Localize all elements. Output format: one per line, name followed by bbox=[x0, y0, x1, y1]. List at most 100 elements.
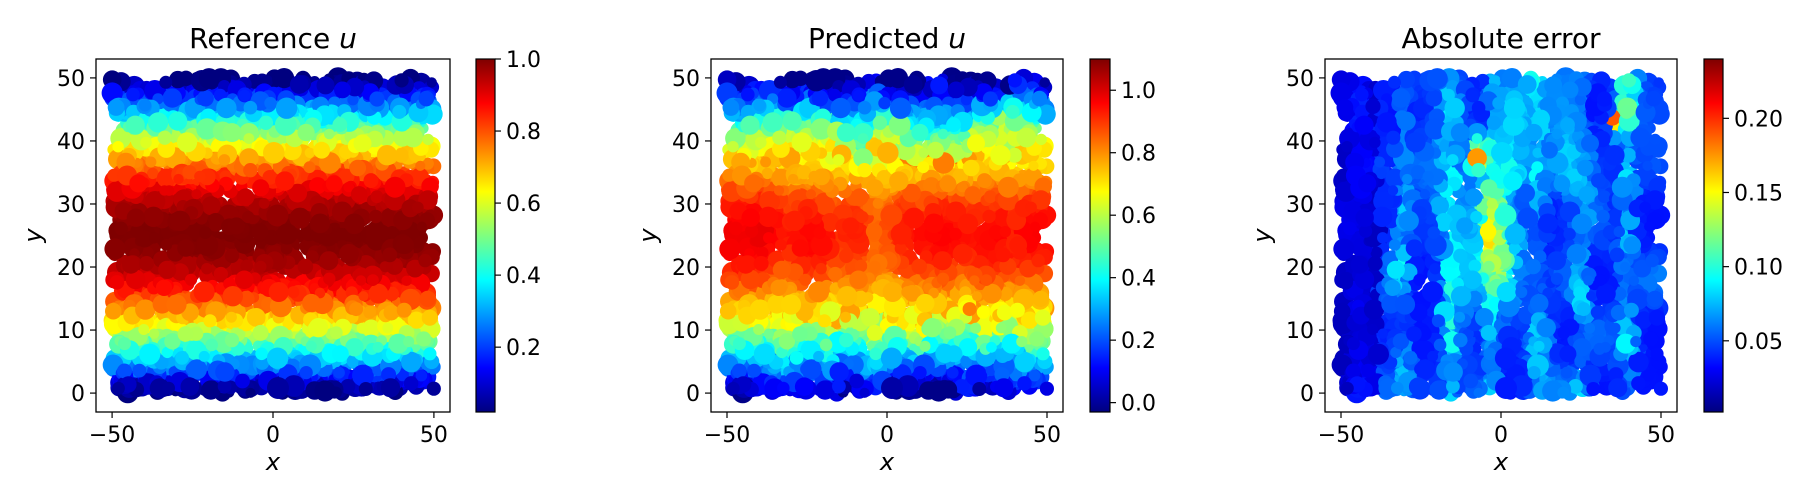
scatter-point bbox=[732, 337, 746, 351]
scatter-point bbox=[1007, 147, 1023, 163]
scatter-point bbox=[355, 275, 367, 286]
scatter-point bbox=[199, 226, 212, 239]
scatter-point bbox=[139, 256, 154, 271]
scatter-point bbox=[865, 223, 883, 240]
scatter-point bbox=[719, 302, 737, 320]
scatter-point bbox=[255, 347, 268, 361]
scatter-point bbox=[380, 378, 401, 398]
scatter-point bbox=[319, 251, 339, 271]
scatter-point bbox=[828, 266, 843, 282]
colorbar-tick-label: 1.0 bbox=[506, 48, 541, 73]
scatter-point bbox=[130, 224, 144, 238]
x-tick-label: 50 bbox=[420, 423, 448, 448]
scatter-point bbox=[238, 89, 251, 102]
scatter-point bbox=[783, 70, 801, 89]
scatter-point bbox=[407, 311, 425, 329]
scatter-point bbox=[161, 346, 173, 359]
scatter-point bbox=[323, 272, 336, 285]
scatter-point bbox=[325, 175, 343, 193]
y-tick-label: 30 bbox=[57, 193, 85, 218]
scatter-point bbox=[344, 213, 365, 235]
scatter-point bbox=[334, 81, 351, 99]
scatter-point bbox=[403, 127, 423, 148]
scatter-point bbox=[416, 221, 427, 232]
y-tick-label: 40 bbox=[57, 130, 85, 155]
scatter-point bbox=[426, 381, 441, 396]
scatter-point bbox=[977, 173, 992, 189]
scatter-point bbox=[283, 375, 305, 397]
scatter-point bbox=[205, 338, 218, 352]
scatter-point bbox=[289, 207, 311, 229]
scatter-point bbox=[236, 188, 255, 206]
scatter-point bbox=[761, 167, 774, 180]
scatter-point bbox=[972, 291, 982, 302]
scatter-point bbox=[776, 346, 788, 359]
scatter-point bbox=[302, 293, 321, 313]
scatter-point bbox=[145, 156, 157, 168]
scatter-point bbox=[724, 275, 740, 290]
scatter-point bbox=[960, 94, 973, 106]
scatter-point bbox=[243, 163, 258, 178]
scatter-point bbox=[403, 376, 419, 391]
scatter-point bbox=[194, 170, 206, 183]
scatter-point bbox=[386, 226, 398, 238]
scatter-point bbox=[340, 379, 356, 394]
scatter-point bbox=[143, 206, 164, 227]
scatter-point bbox=[887, 68, 909, 89]
scatter-point bbox=[382, 322, 394, 334]
scatter-point bbox=[1028, 369, 1041, 382]
scatter-point bbox=[104, 238, 126, 260]
scatter-point bbox=[859, 387, 870, 398]
scatter-point bbox=[745, 224, 759, 238]
scatter-point bbox=[274, 114, 297, 136]
scatter-point bbox=[876, 170, 892, 185]
scatter-point bbox=[416, 331, 432, 347]
scatter-point bbox=[222, 286, 243, 307]
scatter-point bbox=[815, 263, 827, 275]
scatter-point bbox=[198, 68, 220, 89]
y-tick-label: 50 bbox=[57, 67, 85, 92]
scatter-point bbox=[773, 75, 787, 89]
scatter-point bbox=[350, 186, 368, 203]
scatter-point bbox=[215, 362, 235, 382]
scatter-point bbox=[180, 377, 200, 397]
scatter-point bbox=[381, 367, 397, 383]
scatter-point bbox=[304, 147, 315, 158]
scatter-point bbox=[252, 324, 269, 341]
scatter-point bbox=[274, 68, 295, 89]
scatter-point bbox=[198, 350, 210, 362]
scatter-point bbox=[140, 136, 152, 149]
scatter-point bbox=[191, 189, 202, 200]
scatter-point bbox=[729, 221, 743, 236]
scatter-point bbox=[396, 236, 414, 255]
scatter-point bbox=[369, 91, 385, 107]
scatter-point bbox=[946, 366, 959, 379]
scatter-point bbox=[159, 75, 173, 89]
scatter-point bbox=[975, 319, 994, 337]
scatter-point bbox=[201, 196, 221, 216]
scatter-point bbox=[118, 337, 131, 351]
scatter-point bbox=[139, 343, 161, 365]
colorbar-gradient bbox=[475, 58, 496, 413]
scatter-point bbox=[363, 173, 379, 189]
scatter-point bbox=[749, 299, 771, 320]
scatter-point bbox=[394, 73, 409, 88]
colorbar-tick-label: 0.8 bbox=[506, 120, 541, 145]
scatter-point bbox=[423, 347, 437, 361]
scatter-point bbox=[126, 87, 140, 102]
y-tick-label: 20 bbox=[57, 256, 85, 281]
scatter-point bbox=[245, 387, 256, 398]
scatter-point bbox=[415, 369, 428, 382]
scatter-point bbox=[308, 318, 329, 338]
scatter-point bbox=[235, 373, 250, 389]
scatter-point bbox=[105, 302, 122, 320]
scatter-point bbox=[206, 213, 225, 232]
scatter-point bbox=[753, 343, 776, 365]
scatter-point bbox=[193, 281, 215, 303]
scatter-point bbox=[225, 311, 237, 323]
scatter-point bbox=[418, 90, 435, 107]
scatter-point bbox=[112, 141, 124, 153]
scatter-point bbox=[201, 380, 221, 400]
scatter-point bbox=[1014, 351, 1035, 373]
